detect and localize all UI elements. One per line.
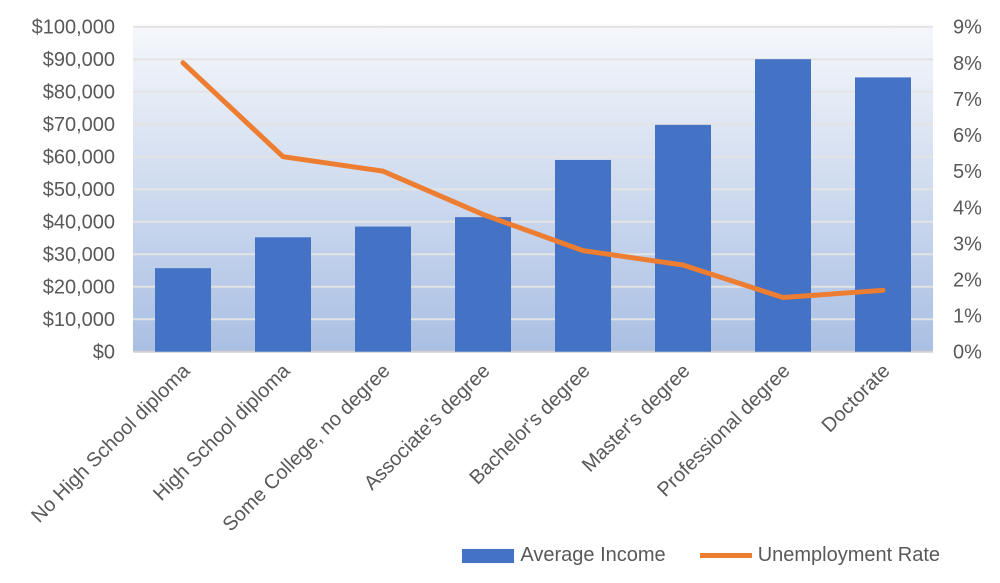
y-left-tick-label: $60,000 bbox=[43, 147, 115, 169]
legend-item-unemployment: Unemployment Rate bbox=[699, 544, 940, 567]
bar-6 bbox=[655, 124, 711, 352]
y-right-tick-label: 3% bbox=[953, 233, 982, 255]
y-left-tick-label: $20,000 bbox=[43, 277, 115, 299]
legend-swatch-line bbox=[699, 553, 752, 558]
bar-5 bbox=[555, 159, 611, 352]
y-left-tick-label: $0 bbox=[93, 342, 115, 364]
y-left-tick-label: $30,000 bbox=[43, 244, 115, 266]
unemployment-line bbox=[180, 60, 886, 301]
y-right-tick-label: 2% bbox=[953, 269, 982, 291]
y-left-tick-label: $90,000 bbox=[43, 49, 115, 71]
y-right-tick-label: 4% bbox=[953, 197, 982, 219]
y-right-tick-label: 7% bbox=[953, 89, 982, 111]
y-left-tick-label: $70,000 bbox=[43, 114, 115, 136]
y-right-tick-label: 1% bbox=[953, 306, 982, 328]
legend-label: Unemployment Rate bbox=[757, 544, 940, 566]
x-category-label: Some College, no degree bbox=[219, 360, 395, 536]
y-left-tick-label: $10,000 bbox=[43, 309, 115, 331]
bar-7 bbox=[755, 59, 811, 352]
legend-label: Average Income bbox=[520, 544, 666, 566]
bar-4 bbox=[455, 217, 511, 352]
x-category-label: No High School diploma bbox=[27, 359, 195, 527]
y-left-tick-label: $100,000 bbox=[32, 17, 115, 39]
y-right-tick-label: 9% bbox=[953, 17, 982, 39]
y-left-tick-label: $40,000 bbox=[43, 212, 115, 234]
legend: Average Income Unemployment Rate bbox=[0, 544, 1000, 567]
y-right-tick-label: 0% bbox=[953, 342, 982, 364]
y-left-tick-label: $80,000 bbox=[43, 82, 115, 104]
bar-8 bbox=[855, 77, 911, 352]
y-right-tick-label: 8% bbox=[953, 53, 982, 75]
x-category-label: Master's degree bbox=[578, 360, 695, 477]
bar-2 bbox=[255, 237, 311, 352]
legend-swatch-bar bbox=[462, 548, 515, 563]
legend-item-income: Average Income bbox=[462, 544, 666, 567]
bar-1 bbox=[155, 268, 211, 352]
y-right-tick-label: 5% bbox=[953, 161, 982, 183]
bar-3 bbox=[355, 226, 411, 352]
x-category-label: Doctorate bbox=[818, 360, 895, 437]
y-left-tick-label: $50,000 bbox=[43, 179, 115, 201]
y-right-tick-label: 6% bbox=[953, 125, 982, 147]
